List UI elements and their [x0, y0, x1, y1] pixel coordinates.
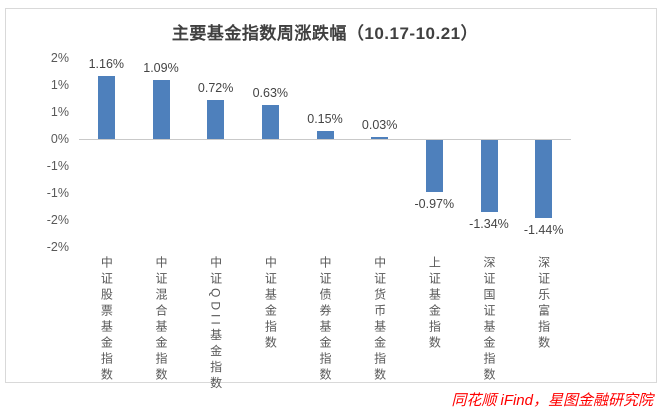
y-axis-tick-label: -1% [46, 159, 69, 173]
bar [425, 140, 443, 193]
bar-value-label: -1.44% [523, 222, 564, 237]
bar [316, 130, 334, 139]
bar [152, 80, 170, 139]
bar [535, 140, 553, 218]
bar [207, 100, 225, 139]
category-axis-label: 上证基金指数 [427, 256, 442, 352]
category-axis-label: 深证乐富指数 [536, 256, 551, 352]
y-axis-tick-label: 1% [50, 78, 69, 92]
y-axis-tick-label: -2% [46, 240, 69, 254]
y-axis-tick-label: -1% [46, 186, 69, 200]
category-axis-label: 中证货币基金指数 [372, 256, 387, 384]
y-axis-tick-label: 2% [50, 51, 69, 65]
bar-value-label: 0.72% [197, 81, 234, 96]
bar-value-label: 0.15% [307, 111, 343, 126]
bar-value-label: -0.97% [414, 197, 455, 212]
chart-title: 主要基金指数周涨跌幅（10.17-10.21） [171, 24, 479, 43]
bar [261, 104, 279, 139]
bar-value-label: 0.63% [252, 85, 289, 100]
bar-value-label: 1.16% [88, 57, 125, 72]
y-axis-tick-label: -2% [46, 213, 69, 227]
bar [97, 76, 115, 139]
category-axis-label: 中证股票基金指数 [99, 256, 114, 384]
attribution-text: 同花顺 iFind，星图金融研究院 [451, 392, 653, 409]
y-axis-tick-label: 0% [50, 132, 69, 146]
category-axis-label: 中证债券基金指数 [318, 256, 332, 384]
category-axis-label: 中证基金指数 [263, 256, 278, 352]
zero-axis-line [79, 139, 571, 140]
category-axis-label: 中证QDII基金指数 [208, 256, 223, 393]
chart-frame: 主要基金指数周涨跌幅（10.17-10.21） 2% 1% 1% 0% -1% -1% -2… [5, 8, 657, 393]
bar [480, 140, 498, 213]
bar-value-label: 1.09% [143, 61, 179, 76]
category-axis-label: 中证混合基金指数 [154, 256, 168, 384]
category-axis-label: 深证国证基金指数 [482, 256, 496, 384]
y-axis-tick-label: 1% [50, 105, 69, 119]
bar-value-label: 0.03% [361, 118, 398, 133]
bar-value-label: -1.34% [469, 217, 509, 232]
bar [371, 137, 389, 139]
